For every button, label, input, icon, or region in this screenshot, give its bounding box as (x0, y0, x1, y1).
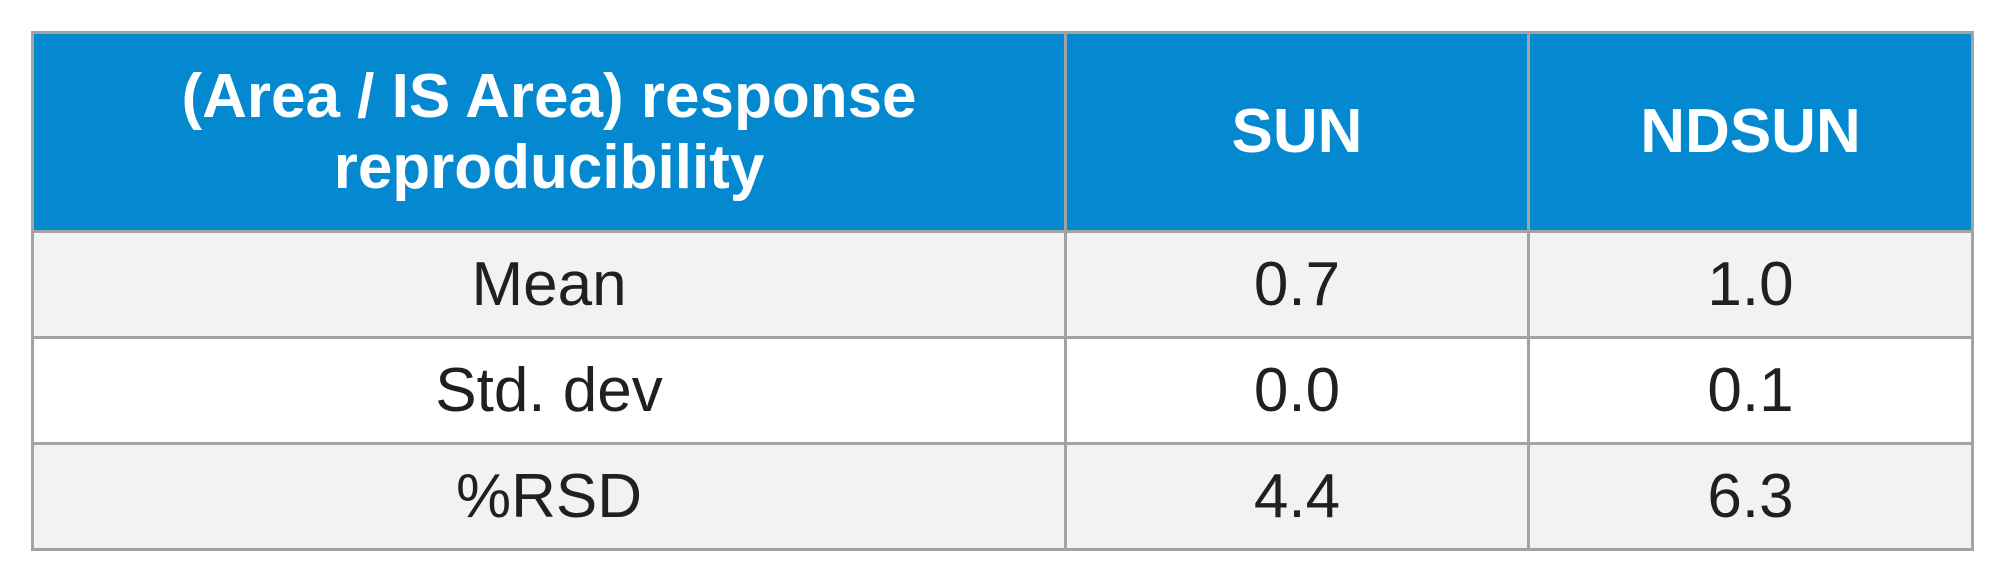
header-cell: (Area / IS Area) response reproducibilit… (31, 31, 1067, 233)
row-label: Mean (31, 230, 1067, 339)
row-label: Std. dev (31, 336, 1067, 445)
value-cell: 0.0 (1064, 336, 1530, 445)
value-cell: 0.1 (1527, 336, 1974, 445)
row-label: %RSD (31, 442, 1067, 551)
header-cell: SUN (1064, 31, 1530, 233)
table-header: (Area / IS Area) response reproducibilit… (31, 31, 1974, 233)
table-row: Mean 0.7 1.0 (31, 230, 1974, 339)
value-cell: 6.3 (1527, 442, 1974, 551)
header-row: (Area / IS Area) response reproducibilit… (31, 31, 1974, 233)
table-row: Std. dev 0.0 0.1 (31, 336, 1974, 445)
table-row: %RSD 4.4 6.3 (31, 442, 1974, 551)
value-cell: 1.0 (1527, 230, 1974, 339)
data-table: (Area / IS Area) response reproducibilit… (31, 31, 1974, 551)
table-body: Mean 0.7 1.0 Std. dev 0.0 0.1 %RSD 4.4 6.3 (31, 230, 1974, 551)
value-cell: 0.7 (1064, 230, 1530, 339)
header-cell: NDSUN (1527, 31, 1974, 233)
value-cell: 4.4 (1064, 442, 1530, 551)
